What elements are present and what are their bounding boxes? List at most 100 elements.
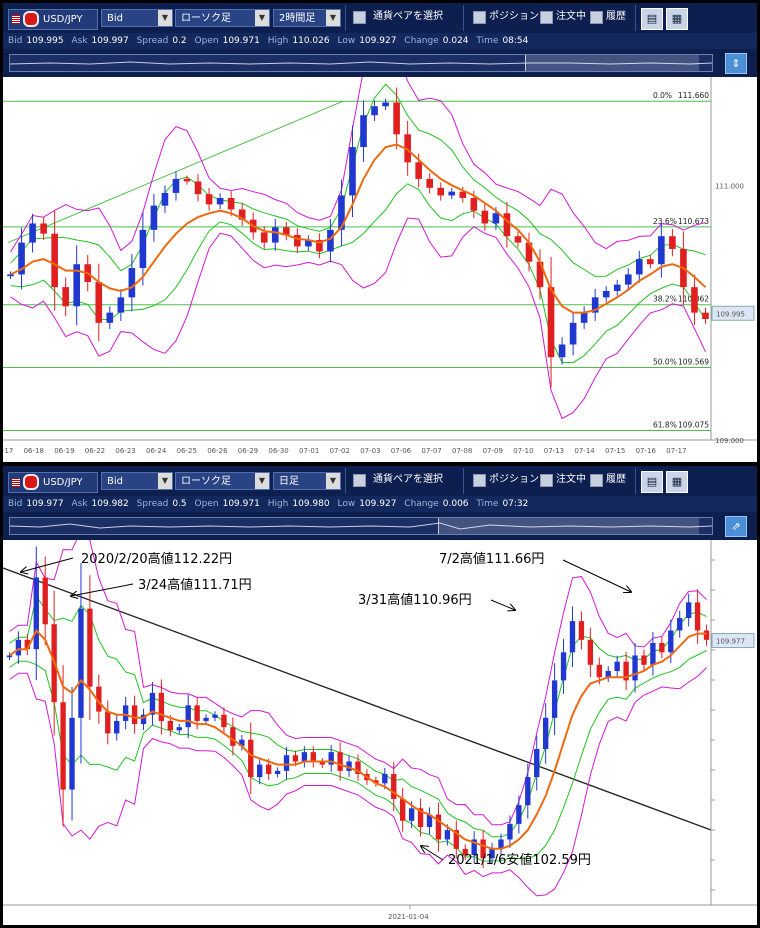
candle-body xyxy=(337,752,343,771)
candle-body xyxy=(221,714,227,728)
candle-body xyxy=(205,194,213,205)
candle-body xyxy=(183,178,191,182)
time-tick-label: 06-17 xyxy=(3,447,13,455)
candle-body xyxy=(60,702,66,790)
fibonacci-level-value: 110.673 xyxy=(678,217,709,226)
navigator-track[interactable] xyxy=(9,54,713,72)
candle-body xyxy=(105,711,111,734)
ask-label: Ask xyxy=(71,36,88,46)
candle-body xyxy=(282,227,290,235)
pair-select-label: 通貨ペアを選択 xyxy=(373,474,443,485)
chart-window-icon[interactable]: ▤ xyxy=(641,8,663,30)
candle-body xyxy=(669,236,676,249)
candle-body xyxy=(316,240,323,252)
annotation-label: 2021/1/6安値102.59円 xyxy=(448,852,591,868)
candle-body xyxy=(62,287,69,307)
low-label: Low xyxy=(337,36,356,46)
price-type-select[interactable]: Bid ▼ xyxy=(101,472,173,490)
open-label: Open xyxy=(194,499,219,509)
candle-body xyxy=(536,261,544,288)
time-tick-label: 06-18 xyxy=(24,447,44,455)
high-label: High xyxy=(267,36,289,46)
history-checkbox[interactable] xyxy=(590,474,603,487)
time-label: Time xyxy=(476,499,499,509)
annotation-arrow xyxy=(71,583,134,596)
time-tick-label: 06-25 xyxy=(177,447,197,455)
history-checkbox[interactable] xyxy=(590,11,603,24)
candle-body xyxy=(69,717,75,790)
candle-body xyxy=(404,134,411,163)
chart-type-select[interactable]: ローソク足 ▼ xyxy=(175,472,270,490)
navigator-track[interactable] xyxy=(9,517,713,535)
spread-label: Spread xyxy=(136,36,169,46)
ask-label: Ask xyxy=(71,499,88,509)
candle-body xyxy=(632,655,638,681)
candle-body xyxy=(257,764,263,778)
chart-settings-icon[interactable]: ▦ xyxy=(666,8,688,30)
toolbar-divider xyxy=(345,468,346,494)
position-checkbox[interactable] xyxy=(473,11,486,24)
timeframe-select[interactable]: 2時間足 ▼ xyxy=(273,9,341,27)
time-tick-label: 07-03 xyxy=(360,447,380,455)
toolbar-divider xyxy=(463,468,464,494)
position-checkbox[interactable] xyxy=(473,474,486,487)
orders-checkbox[interactable] xyxy=(540,474,553,487)
position-label: ポジション xyxy=(489,11,539,22)
quote-bar: Bid 109.995 Ask 109.997 Spread 0.2 Open 109.… xyxy=(3,33,757,49)
spread-value: 0.2 xyxy=(172,36,187,46)
candle-body xyxy=(15,639,22,656)
chevron-down-icon: ▼ xyxy=(326,473,340,489)
pair-select-checkbox[interactable] xyxy=(353,11,366,24)
candle-body xyxy=(139,229,147,269)
candle-body xyxy=(161,192,169,206)
candlestick-chart-daily[interactable]: 109.977 2021-01-04 2020/2/20高値112.22円 3/24高… xyxy=(3,529,757,925)
chart-window-icon[interactable]: ▤ xyxy=(641,471,663,493)
candle-body xyxy=(382,102,389,107)
currency-button[interactable]: USD/JPY xyxy=(8,472,98,493)
orders-label: 注文中 xyxy=(556,11,586,22)
pair-select-checkbox[interactable] xyxy=(353,474,366,487)
time-tick-label: 07-17 xyxy=(666,447,686,455)
price-type-value: Bid xyxy=(107,13,123,24)
spread-value: 0.5 xyxy=(172,499,187,509)
candle-body xyxy=(265,764,272,774)
currency-button[interactable]: USD/JPY xyxy=(8,9,98,30)
time-tick-label: 06-30 xyxy=(268,447,288,455)
candle-body xyxy=(426,814,433,828)
chart-settings-icon[interactable]: ▦ xyxy=(666,471,688,493)
candle-body xyxy=(360,115,367,148)
candlestick-chart-2h[interactable]: 0.0%111.66023.6%110.67338.2%110.06250.0%… xyxy=(3,20,757,462)
trend-line xyxy=(3,567,712,831)
candle-body xyxy=(489,848,495,859)
time-tick-label: 06-29 xyxy=(238,447,258,455)
timeframe-value: 2時間足 xyxy=(279,13,316,24)
candle-body xyxy=(602,290,610,298)
time-tick-label: 07-14 xyxy=(574,447,595,455)
orders-checkbox[interactable] xyxy=(540,11,553,24)
candle-body xyxy=(677,617,683,631)
candle-body xyxy=(623,661,629,681)
fibonacci-level-label: 61.8% xyxy=(653,420,677,429)
candle-body xyxy=(128,268,136,298)
bollinger-upper-2sigma-line xyxy=(9,529,707,826)
time-tick-label: 07-02 xyxy=(330,447,350,455)
chevron-down-icon: ▼ xyxy=(158,10,172,26)
navigator-window[interactable] xyxy=(438,518,699,534)
timeframe-select[interactable]: 日足 ▼ xyxy=(273,472,341,490)
pair-select-label: 通貨ペアを選択 xyxy=(373,11,443,22)
price-type-select[interactable]: Bid ▼ xyxy=(101,9,173,27)
price-type-value: Bid xyxy=(107,476,123,487)
orders-label: 注文中 xyxy=(556,474,586,485)
candle-body xyxy=(327,229,334,252)
candle-body xyxy=(95,282,103,323)
candle-body xyxy=(349,147,356,196)
chart-type-select[interactable]: ローソク足 ▼ xyxy=(175,9,270,27)
candle-body xyxy=(650,642,656,665)
time-value: 08:54 xyxy=(502,36,529,46)
change-label: Change xyxy=(404,499,439,509)
chart-toolbar: USD/JPY Bid ▼ ローソク足 ▼ 日足 ▼ 通貨ペアを選択 ポジション 注文… xyxy=(3,466,757,497)
candle-body xyxy=(685,602,692,618)
navigator-expand-icon[interactable]: ⇗ xyxy=(725,516,747,537)
navigator-expand-icon[interactable]: ⇕ xyxy=(725,53,747,74)
navigator-window[interactable] xyxy=(525,55,699,71)
